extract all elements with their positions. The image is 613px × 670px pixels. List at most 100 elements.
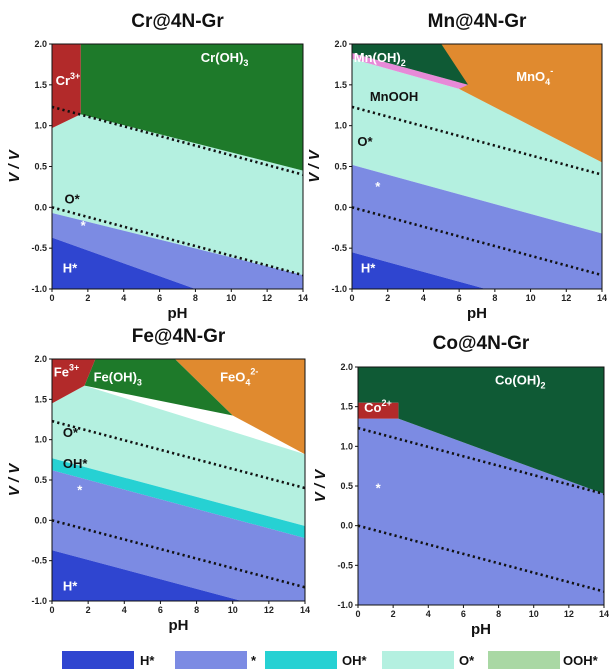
region-label-6: H* (63, 579, 78, 594)
region-5 (84, 359, 233, 416)
legend-label-2: OH* (342, 653, 368, 668)
region-2 (52, 237, 196, 289)
x-tick-label: 0 (355, 609, 360, 619)
dotted-line-1 (358, 524, 604, 593)
x-tick-label: 4 (426, 609, 431, 619)
y-tick-label: 1.0 (34, 435, 47, 445)
y-tick-label: 2.0 (334, 39, 347, 49)
legend-swatch-3 (382, 651, 454, 669)
x-tick-label: 2 (391, 609, 396, 619)
x-tick-label: 2 (86, 605, 91, 615)
region-4 (352, 53, 469, 89)
y-tick-label: 2.0 (34, 39, 47, 49)
y-tick-label: 1.5 (340, 402, 353, 412)
region-label-5: H* (361, 261, 376, 276)
region-1 (52, 213, 303, 289)
region-label-0: Mn(OH)2 (354, 50, 406, 68)
dotted-line-0 (52, 419, 305, 490)
region-5 (352, 44, 469, 85)
region-label-2: O* (65, 191, 81, 206)
region-4 (52, 44, 81, 129)
panel-title: Fe@4N-Gr (132, 326, 226, 347)
y-tick-label: 2.0 (34, 354, 47, 364)
y-tick-label: -1.0 (331, 284, 347, 294)
x-tick-label: 12 (564, 609, 574, 619)
x-tick-label: 6 (157, 293, 162, 303)
regions (352, 44, 602, 289)
region-label-2: MnO4- (516, 66, 553, 87)
y-tick-label: -0.5 (31, 243, 47, 253)
region-label-1: Cr(OH)3 (201, 50, 249, 68)
region-2 (52, 470, 305, 601)
x-tick-label: 0 (349, 293, 354, 303)
y-tick-label: -1.0 (337, 600, 353, 610)
x-tick-label: 8 (492, 293, 497, 303)
y-tick-label: 1.5 (334, 80, 347, 90)
legend-label-1: * (251, 653, 257, 668)
region-2 (358, 402, 399, 419)
region-0 (352, 58, 602, 234)
region-label-0: Co2+ (364, 398, 392, 415)
x-tick-label: 2 (385, 293, 390, 303)
region-1 (352, 164, 602, 289)
region-3 (80, 44, 303, 171)
region-1 (52, 458, 305, 539)
legend-label-3: O* (459, 653, 475, 668)
x-tick-label: 12 (264, 605, 274, 615)
x-tick-label: 12 (262, 293, 272, 303)
legend-swatch-2 (265, 651, 337, 669)
region-label-2: FeO42- (220, 367, 258, 388)
region-label-3: O* (357, 134, 373, 149)
y-axis-label: V / V (6, 148, 23, 183)
region-label-4: OH* (63, 456, 89, 471)
y-tick-label: 0.5 (34, 162, 47, 172)
region-label-4: * (375, 179, 381, 194)
dotted-line-0 (358, 426, 604, 496)
x-tick-label: 14 (599, 609, 609, 619)
region-label-3: O* (63, 425, 79, 440)
x-tick-label: 4 (421, 293, 426, 303)
y-tick-label: 0.0 (34, 515, 47, 525)
dotted-line-1 (52, 206, 303, 277)
panel-title: Cr@4N-Gr (131, 11, 224, 32)
panel-0: Cr3+ Cr(OH)3 O** H* 0 2 4 6 8 10 12 14 -1.0 -0.5 0.0 0.… (6, 11, 308, 322)
legend-swatch-1 (175, 651, 247, 669)
region-0 (358, 418, 604, 605)
x-tick-label: 10 (226, 293, 236, 303)
regions (358, 367, 604, 605)
x-tick-label: 12 (561, 293, 571, 303)
region-label-4: H* (63, 261, 78, 276)
region-label-5: * (77, 483, 83, 498)
region-3 (441, 44, 602, 163)
legend-label-4: OOH* (563, 653, 599, 668)
dotted-line-1 (52, 519, 305, 589)
panel-1: Mn(OH)2 MnOOH MnO4- O* * H* 0 2 4 6 8 10 12 14 -1.0 -0.… (306, 11, 607, 322)
region-4 (174, 359, 305, 455)
region-0 (52, 114, 303, 276)
x-tick-label: 8 (193, 293, 198, 303)
x-tick-label: 0 (49, 605, 54, 615)
y-tick-label: 0.0 (334, 202, 347, 212)
y-axis-label: V / V (312, 468, 329, 503)
region-label-1: MnOOH (370, 89, 418, 104)
region-label-1: Co(OH)2 (495, 372, 546, 390)
region-2 (352, 252, 486, 289)
y-tick-label: 1.0 (340, 441, 353, 451)
y-tick-label: -0.5 (331, 243, 347, 253)
x-tick-label: 4 (122, 605, 127, 615)
x-axis-label: pH (168, 305, 188, 322)
y-tick-label: 1.5 (34, 394, 47, 404)
y-tick-label: -0.5 (31, 556, 47, 566)
legend-swatch-4 (488, 651, 560, 669)
x-tick-label: 14 (298, 293, 308, 303)
panel-title: Mn@4N-Gr (428, 11, 527, 32)
x-tick-label: 6 (461, 609, 466, 619)
x-tick-label: 8 (496, 609, 501, 619)
panels: Cr3+Cr(OH)3O**H*0 2 4 6 8 10 12 14-1.0-0.50.00.… (6, 11, 609, 638)
region-6 (52, 359, 96, 404)
y-tick-label: 1.5 (34, 80, 47, 90)
region-label-0: Fe3+ (54, 363, 79, 380)
x-tick-label: 4 (121, 293, 126, 303)
panel-3: Co2+ Co(OH)2 * 0 2 4 6 8 10 12 14 -1.0 -0.5 0.0 0.5 1.0… (312, 333, 609, 638)
